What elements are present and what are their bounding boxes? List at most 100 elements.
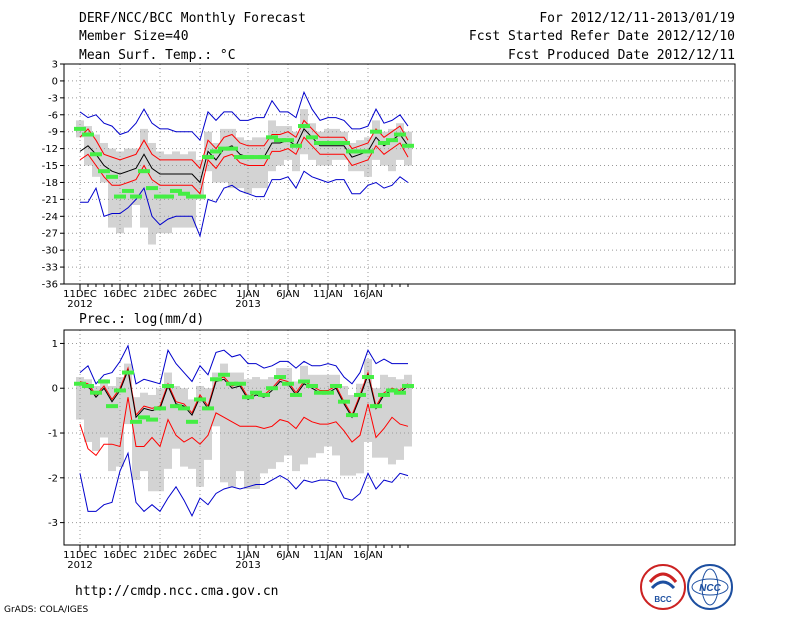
y-tick-label-1-0: 3 xyxy=(52,60,58,71)
panel2-variable-label: Prec.: log(mm/d) xyxy=(79,312,204,327)
observed-marker-1-32 xyxy=(330,140,342,145)
observed-marker-2-36 xyxy=(362,375,374,380)
observed-marker-2-28 xyxy=(298,379,310,384)
observed-marker-1-1 xyxy=(82,132,94,137)
series-lower-outer-1 xyxy=(80,170,409,238)
spread-box-2-20 xyxy=(236,372,244,472)
observed-marker-1-21 xyxy=(242,155,254,160)
observed-marker-1-19 xyxy=(226,146,238,151)
spread-box-1-26 xyxy=(284,126,292,160)
observed-marker-1-34 xyxy=(346,149,358,154)
x-tick-label-2-6: 11JAN xyxy=(313,550,343,561)
observed-marker-2-19 xyxy=(226,381,238,386)
observed-marker-2-12 xyxy=(170,404,182,409)
spread-box-1-21 xyxy=(244,140,252,194)
spread-box-1-17 xyxy=(212,142,220,183)
observed-marker-2-29 xyxy=(306,383,318,388)
spread-box-2-16 xyxy=(204,388,212,460)
spread-box-1-13 xyxy=(180,154,188,228)
observed-marker-2-37 xyxy=(370,404,382,409)
series-upper-outer-1 xyxy=(79,90,409,142)
spread-box-2-23 xyxy=(260,379,268,474)
forecast-range: For 2012/12/11-2013/01/19 xyxy=(539,11,735,26)
spread-box-1-4 xyxy=(108,148,116,228)
observed-marker-2-13 xyxy=(178,406,190,411)
x-tick-label-2-2: 21DEC xyxy=(143,550,177,561)
observed-marker-2-24 xyxy=(266,386,278,391)
y-tick-label-1-11: -30 xyxy=(42,246,58,257)
observed-marker-1-8 xyxy=(138,169,150,174)
source-url[interactable]: http://cmdp.ncc.cma.gov.cn xyxy=(75,584,279,599)
observed-marker-2-2 xyxy=(90,390,102,395)
observed-marker-2-9 xyxy=(146,417,158,422)
observed-marker-2-32 xyxy=(330,383,342,388)
observed-marker-1-27 xyxy=(290,143,302,148)
spread-box-2-1 xyxy=(84,379,92,442)
y-tick-label-1-6: -15 xyxy=(42,161,58,172)
observed-marker-1-5 xyxy=(114,194,126,199)
forecast-started-date: Fcst Started Refer Date 2012/12/10 xyxy=(469,29,735,44)
spread-box-1-23 xyxy=(260,137,268,189)
observed-marker-2-39 xyxy=(386,388,398,393)
x-tick-label-1-3: 26DEC xyxy=(183,289,217,300)
y-tick-label-1-2: -3 xyxy=(48,93,58,104)
spread-box-1-25 xyxy=(276,126,284,166)
observed-marker-1-6 xyxy=(122,188,134,193)
x-tick-label-1-6: 11JAN xyxy=(313,289,343,300)
spread-box-2-12 xyxy=(172,385,180,449)
observed-marker-1-29 xyxy=(306,135,318,140)
observed-marker-2-31 xyxy=(322,390,334,395)
observed-marker-1-7 xyxy=(130,194,142,199)
y-tick-label-2-4: -3 xyxy=(48,518,58,529)
spread-box-2-13 xyxy=(180,388,188,467)
y-tick-label-1-3: -6 xyxy=(48,110,58,121)
spread-box-2-14 xyxy=(188,399,196,469)
spread-box-1-37 xyxy=(372,120,380,160)
figure-title: DERF/NCC/BCC Monthly Forecast xyxy=(79,11,306,26)
observed-marker-1-31 xyxy=(322,140,334,145)
observed-marker-1-23 xyxy=(258,155,270,160)
observed-marker-2-21 xyxy=(242,395,254,400)
spread-box-1-35 xyxy=(356,140,364,172)
x-tick-label-2-3: 26DEC xyxy=(183,550,217,561)
observed-marker-1-22 xyxy=(250,155,262,160)
observed-marker-1-13 xyxy=(178,191,190,196)
spread-box-2-35 xyxy=(356,383,364,474)
observed-marker-1-35 xyxy=(354,149,366,154)
y-tick-label-2-3: -2 xyxy=(48,473,58,484)
spread-box-2-25 xyxy=(276,368,284,463)
observed-marker-2-20 xyxy=(234,381,246,386)
bcc-logo-text: BCC xyxy=(654,595,672,604)
spread-box-2-28 xyxy=(300,365,308,465)
spread-box-2-27 xyxy=(292,381,300,472)
observed-marker-2-35 xyxy=(354,392,366,397)
spread-box-2-34 xyxy=(348,394,356,476)
observed-marker-1-26 xyxy=(282,138,294,143)
spread-box-1-19 xyxy=(228,128,236,189)
observed-marker-1-4 xyxy=(106,174,118,179)
spread-box-1-3 xyxy=(100,142,108,183)
spread-box-2-5 xyxy=(116,377,124,467)
observed-marker-1-36 xyxy=(362,149,374,154)
observed-marker-2-18 xyxy=(218,372,230,377)
observed-marker-1-15 xyxy=(194,194,206,199)
y-tick-label-1-9: -24 xyxy=(42,212,58,223)
y-tick-label-1-7: -18 xyxy=(42,178,58,189)
spread-box-2-10 xyxy=(156,388,164,492)
ncc-logo: NCC xyxy=(687,564,733,610)
ncc-logo-text: NCC xyxy=(699,583,721,594)
observed-marker-2-34 xyxy=(346,413,358,418)
spread-box-2-40 xyxy=(396,379,404,460)
x-tick-label-2-7: 16JAN xyxy=(353,550,383,561)
spread-box-2-41 xyxy=(404,374,412,447)
member-size: Member Size=40 xyxy=(79,29,189,44)
x-tick-label-1-0: 11DEC xyxy=(63,289,97,300)
x-tick-label-2-0: 11DEC xyxy=(63,550,97,561)
observed-marker-2-11 xyxy=(162,383,174,388)
observed-marker-2-4 xyxy=(106,404,118,409)
bcc-logo: BCC xyxy=(640,564,686,610)
y-tick-label-1-13: -36 xyxy=(42,280,58,291)
spread-box-1-9 xyxy=(148,142,156,245)
spread-box-1-14 xyxy=(188,151,196,228)
